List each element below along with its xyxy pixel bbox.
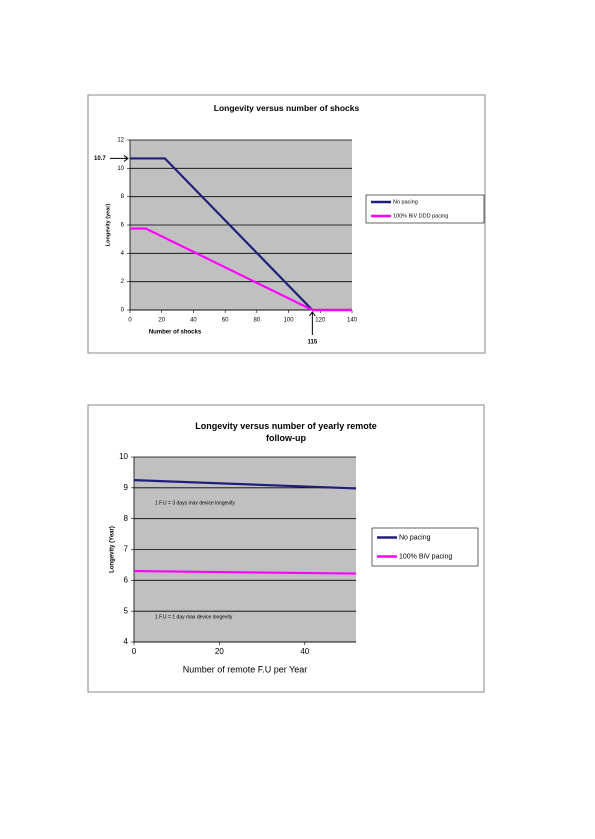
series-line bbox=[133, 479, 357, 490]
x-tick-label: 0 bbox=[132, 647, 137, 656]
legend-box bbox=[371, 527, 479, 567]
x-axis-label: Number of shocks bbox=[149, 330, 202, 336]
legend-box bbox=[365, 194, 485, 224]
y-axis-label: Longevity (Year) bbox=[110, 526, 116, 573]
legend-label: No pacing bbox=[399, 534, 431, 541]
x-tick-label: 100 bbox=[284, 318, 295, 324]
x-tick-label: 20 bbox=[158, 318, 165, 324]
x-tick-label: 60 bbox=[222, 318, 229, 324]
x-tick-label: 0 bbox=[128, 318, 132, 324]
series-line bbox=[133, 569, 357, 575]
chart-title: Longevity versus number of yearly remote… bbox=[195, 421, 377, 443]
y-tick-label: 10 bbox=[117, 166, 124, 172]
series-line bbox=[130, 227, 352, 312]
legend-label: 100% BiV DDD pacing bbox=[393, 213, 448, 219]
x-tick-label: 40 bbox=[300, 647, 309, 656]
annotation: 10.7 bbox=[94, 156, 106, 162]
y-tick-label: 8 bbox=[124, 514, 129, 523]
legend-label: No pacing bbox=[393, 199, 418, 205]
y-tick-label: 0 bbox=[121, 308, 125, 314]
y-tick-label: 8 bbox=[121, 194, 125, 200]
y-tick-label: 9 bbox=[124, 483, 129, 492]
y-tick-label: 6 bbox=[124, 575, 129, 584]
y-tick-label: 12 bbox=[117, 138, 124, 144]
y-tick-label: 4 bbox=[124, 637, 129, 646]
x-tick-label: 120 bbox=[315, 318, 326, 324]
x-tick-label: 20 bbox=[215, 647, 224, 656]
annotation: 115 bbox=[308, 340, 318, 346]
x-tick-label: 80 bbox=[254, 318, 261, 324]
x-axis-label: Number of remote F.U per Year bbox=[183, 664, 308, 674]
y-tick-label: 6 bbox=[121, 223, 125, 229]
y-axis-label: Longevity (year) bbox=[105, 204, 111, 247]
annotation: 1 F.U = 1 day max device longevity bbox=[155, 614, 233, 620]
annotation: 1 F.U = 3 days max device longevity bbox=[155, 500, 235, 506]
y-tick-label: 10 bbox=[119, 452, 128, 461]
annotation-arrow bbox=[110, 155, 129, 162]
x-tick-label: 140 bbox=[347, 318, 358, 324]
y-tick-label: 4 bbox=[121, 251, 125, 257]
y-tick-label: 2 bbox=[121, 279, 125, 285]
y-tick-label: 5 bbox=[124, 606, 129, 615]
chart-title: Longevity versus number of shocks bbox=[213, 103, 360, 113]
x-tick-label: 40 bbox=[190, 318, 197, 324]
title-box: Longevity versus number of shocks bbox=[213, 103, 360, 113]
annotation-arrow bbox=[308, 311, 316, 335]
title-box: Longevity versus number of yearly remote… bbox=[195, 421, 377, 443]
legend-label: 100% BiV pacing bbox=[399, 553, 452, 560]
y-tick-label: 7 bbox=[124, 545, 129, 554]
